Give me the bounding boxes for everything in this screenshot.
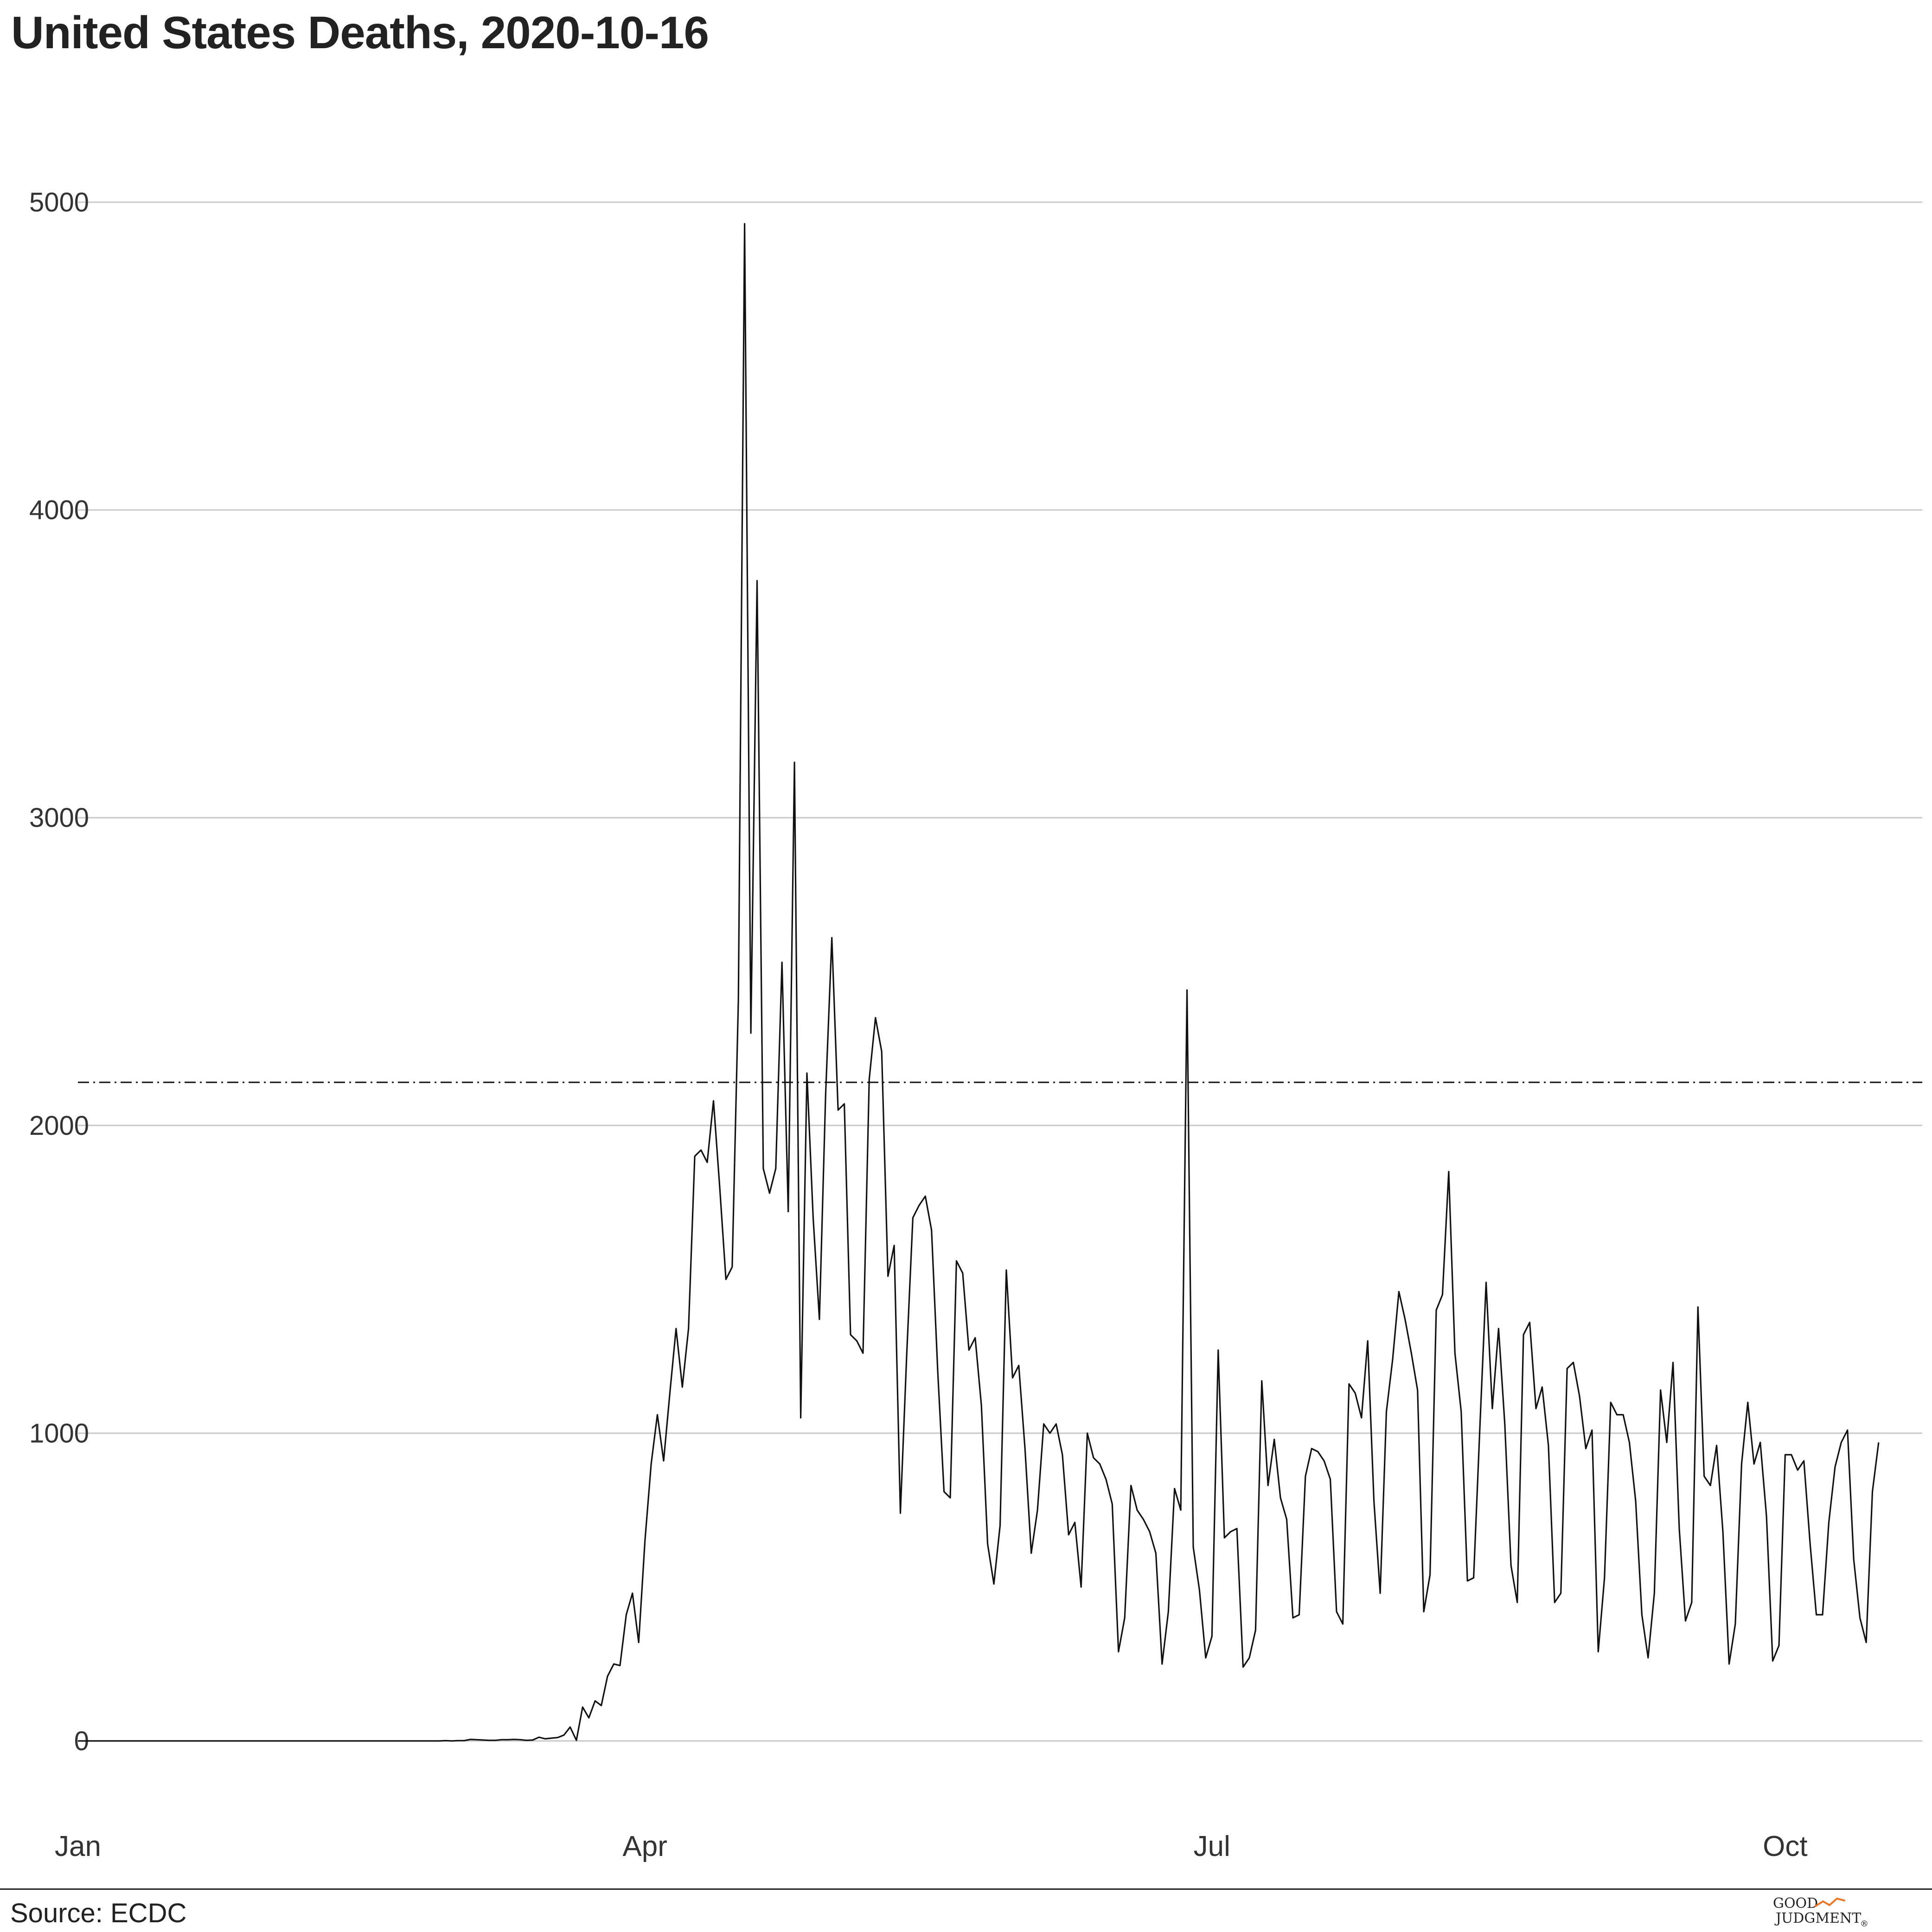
footer-divider: [0, 1888, 1932, 1890]
x-tick-label-apr: Apr: [622, 1830, 667, 1862]
y-tick-label: 5000: [29, 187, 89, 218]
source-label: Source: ECDC: [10, 1898, 187, 1928]
x-axis-ticks: Jan Apr Jul Oct: [55, 1830, 1808, 1862]
good-judgment-logo: GOOD JUDGMENT ®: [1773, 1895, 1868, 1929]
y-tick-label: 2000: [29, 1111, 89, 1141]
x-tick-label-jan: Jan: [55, 1830, 101, 1862]
x-tick-label-jul: Jul: [1194, 1830, 1230, 1862]
logo-line-2: JUDGMENT: [1774, 1910, 1861, 1926]
data-points: [78, 224, 1879, 1741]
chart-title: United States Deaths, 2020-10-16: [11, 7, 709, 58]
y-tick-label: 4000: [29, 495, 89, 525]
y-tick-label: 3000: [29, 803, 89, 833]
trend-arrow-icon: [1815, 1897, 1845, 1907]
logo-line-1: GOOD: [1773, 1895, 1818, 1912]
x-tick-label-oct: Oct: [1763, 1830, 1807, 1862]
series-line-deaths: [78, 223, 1880, 1742]
logo-mark: ®: [1860, 1919, 1868, 1929]
y-tick-label: 1000: [29, 1418, 89, 1448]
